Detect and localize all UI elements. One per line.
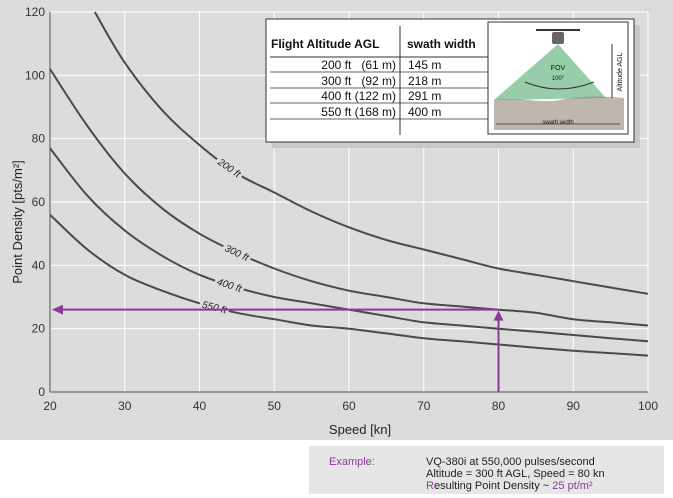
series-label-bg [213,274,246,296]
x-tick-label: 30 [118,399,132,413]
series-line-550-ft [49,213,649,357]
y-tick-label: 120 [25,5,45,19]
series-label-bg [220,240,254,265]
table-cell: 218 m [408,74,441,88]
fov-diagram: FOV 100° Altitude AGL swath width [487,21,629,135]
fov-label: FOV [551,65,566,72]
y-axis-title: Point Density [pts/m²] [10,160,25,284]
annotation-arrows [52,304,504,392]
table-cell: 291 m [408,89,441,103]
swath-label: swath width [542,120,573,126]
table-cell: 400 ft (122 m) [321,89,396,103]
x-tick-label: 20 [43,399,57,413]
fov-cone [494,44,606,100]
swath-table: Flight Altitude AGL swath width 200 ft (… [265,18,640,148]
table-header-altitude: Flight Altitude AGL [271,37,379,51]
fov-angle: 100° [552,76,565,82]
example-line-3-initial: R [426,480,434,492]
table-header-swath: swath width [407,37,476,51]
x-axis-title: Speed [kn] [329,422,391,437]
example-box: Example: VQ-380i at 550,000 pulses/secon… [309,446,664,494]
terrain-shape [494,96,624,130]
y-tick-label: 40 [32,258,46,272]
table-cell: 300 ft (92 m) [321,74,396,88]
table-cell: 200 ft (61 m) [321,58,396,72]
x-tick-label: 70 [417,399,431,413]
scanner-icon [552,32,564,44]
x-tick-label: 90 [567,399,581,413]
chart-panel: 20 30 40 50 60 70 80 90 100 0 20 40 60 80 100 120 200 f… [0,0,673,440]
y-tick-label: 20 [32,322,46,336]
y-tick-label: 60 [32,195,46,209]
x-tick-label: 100 [638,399,658,413]
series-line-200-ft [93,11,649,295]
example-line-2: Altitude = 300 ft AGL, Speed = 80 kn [426,468,605,480]
example-label: Example: [329,456,375,468]
x-tick-label: 60 [342,399,356,413]
series-line-300-ft [49,68,649,327]
y-tick-label: 100 [25,68,45,82]
table-cell: 550 ft (168 m) [321,105,396,119]
y-tick-label: 80 [32,132,46,146]
altitude-label: Altitude AGL [617,52,624,91]
example-line-1: VQ-380i at 550,000 pulses/second [426,456,595,468]
x-tick-label: 50 [268,399,282,413]
x-tick-label: 40 [193,399,207,413]
series-label-bg [213,154,246,182]
y-tick-label: 0 [38,385,45,399]
arrow-up-icon [493,310,504,321]
example-text: VQ-380i at 550,000 pulses/second Altitud… [426,456,605,492]
table-cell: 145 m [408,58,441,72]
x-tick-label: 80 [492,399,506,413]
arrow-left-icon [52,304,63,315]
series-label-bg [198,297,231,317]
example-line-3: Resulting Point Density ~ 25 pt/m² [426,480,605,492]
table-cell: 400 m [408,105,441,119]
example-line-3-value: 25 pt/m² [552,480,593,492]
example-line-3-text: esulting Point Density ~ [433,480,553,492]
fov-arc [524,81,595,90]
